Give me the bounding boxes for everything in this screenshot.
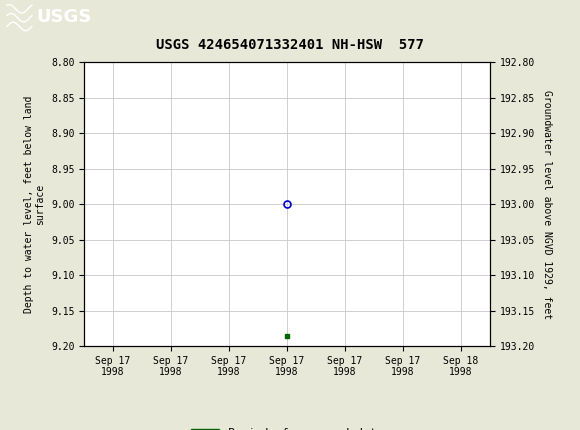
Y-axis label: Groundwater level above NGVD 1929, feet: Groundwater level above NGVD 1929, feet	[542, 90, 552, 319]
Legend: Period of approved data: Period of approved data	[187, 424, 387, 430]
Text: USGS 424654071332401 NH-HSW  577: USGS 424654071332401 NH-HSW 577	[156, 38, 424, 52]
Y-axis label: Depth to water level, feet below land
surface: Depth to water level, feet below land su…	[24, 95, 45, 313]
Text: USGS: USGS	[36, 8, 91, 26]
